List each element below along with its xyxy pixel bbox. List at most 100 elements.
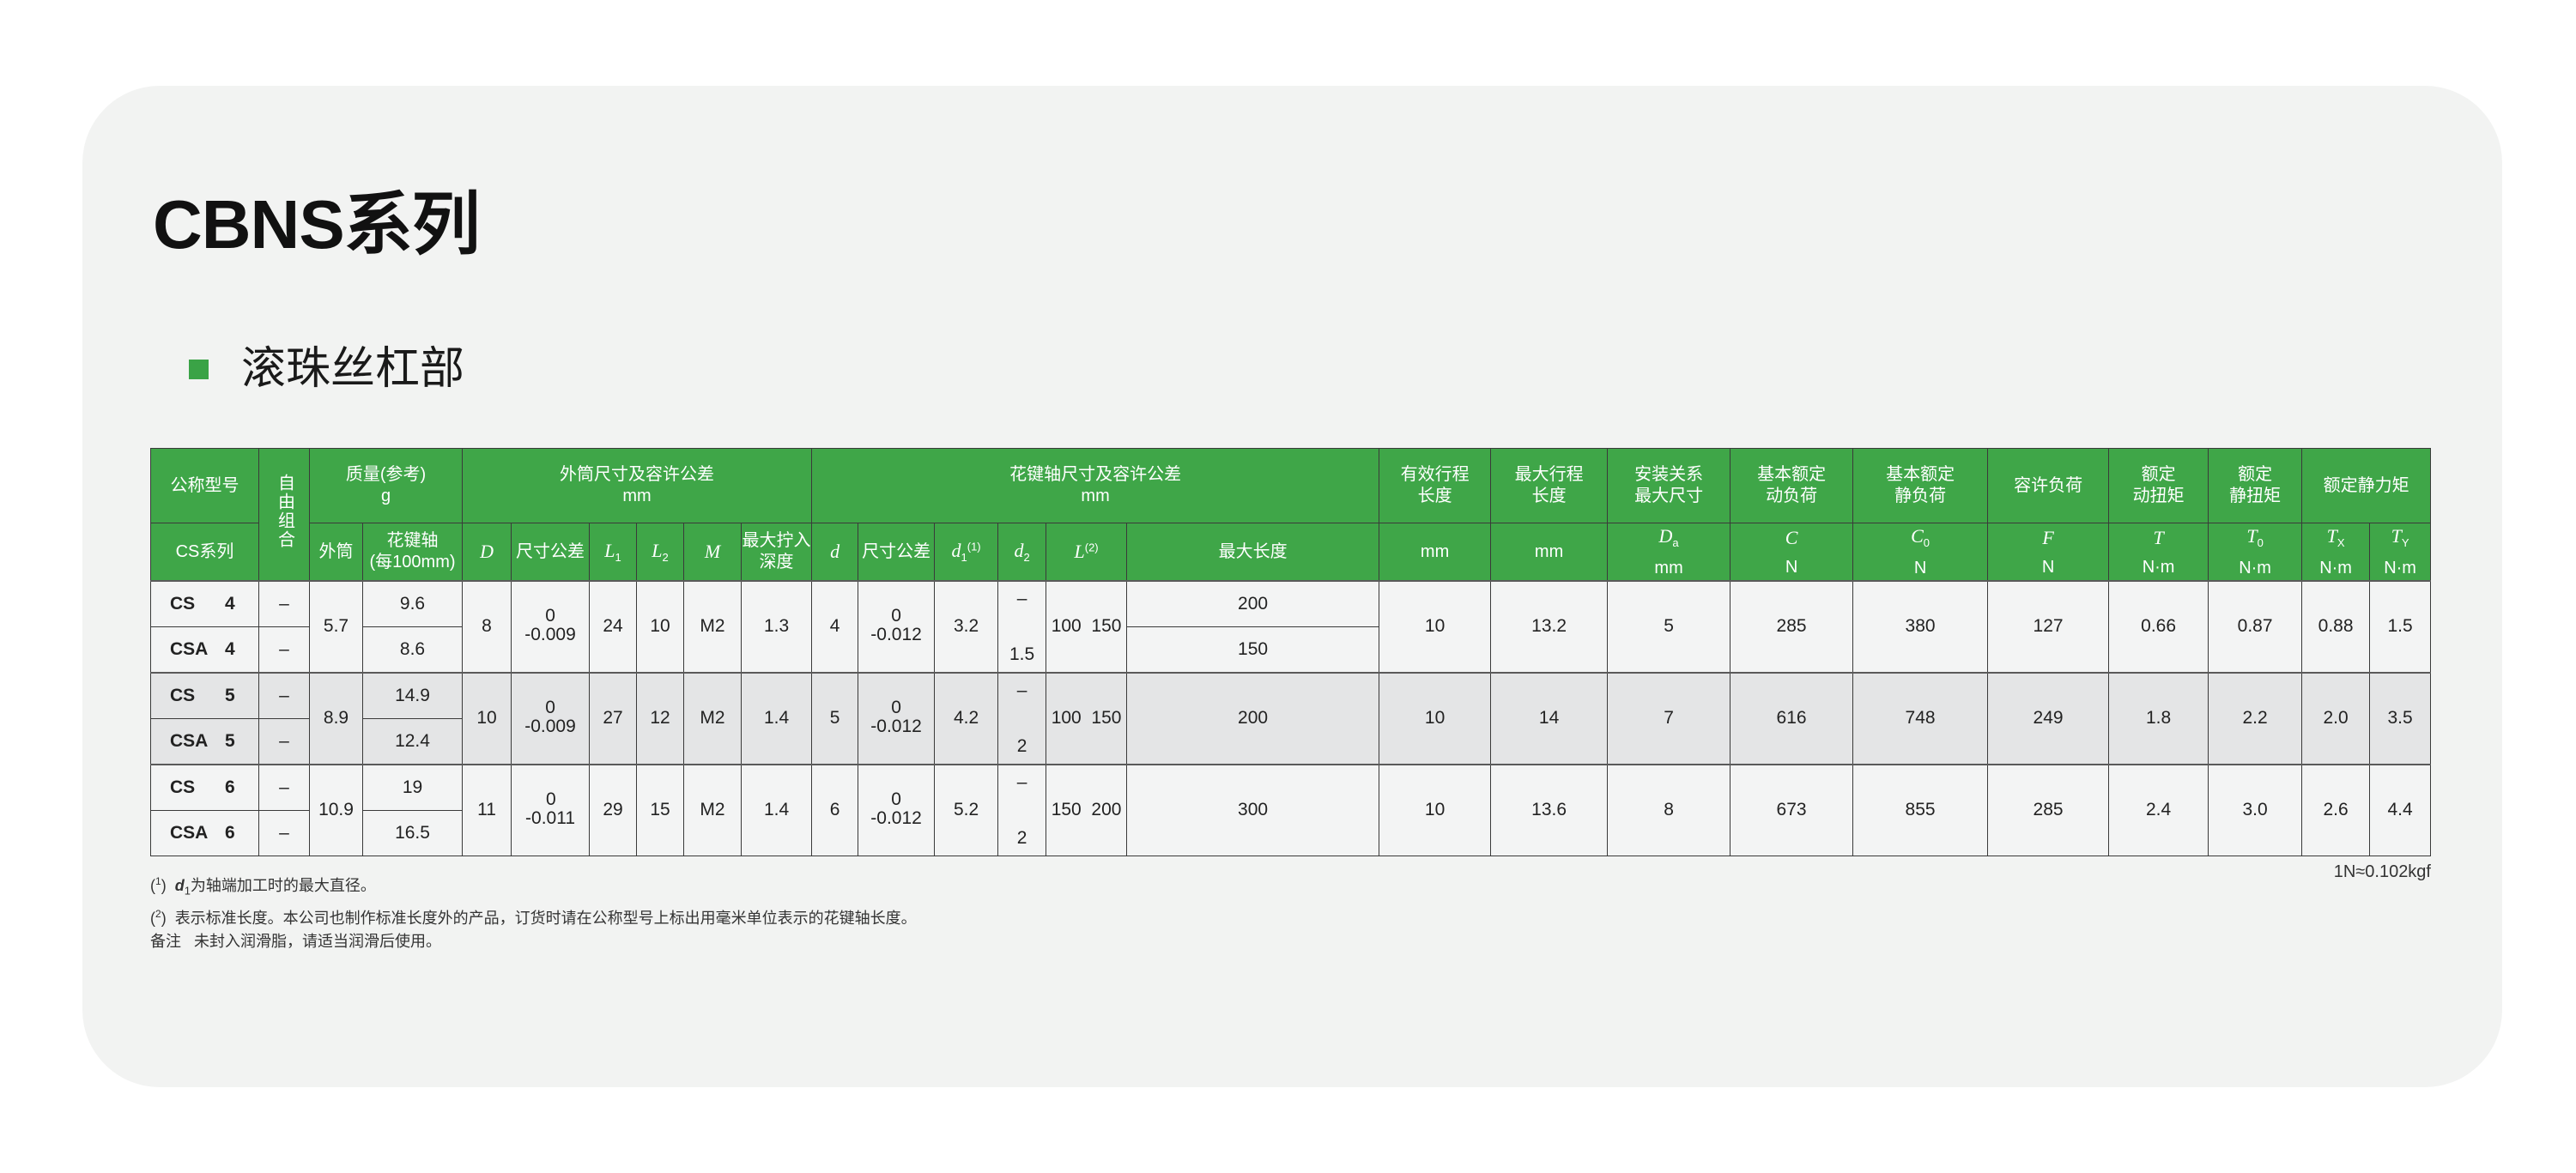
symbol-subscript: 1 [961,550,967,564]
effective-stroke: 10 [1379,580,1492,674]
size: 6 [225,777,235,797]
symbol: L [652,539,663,561]
mounting-Da: 7 [1607,672,1731,765]
model-cell: CSA 6 [150,810,259,856]
header-label: CS系列 [175,541,234,561]
header-label: 安装关系 [1634,465,1704,484]
header-symbol: Da [1608,524,1730,550]
D-tolerance: 0 -0.009 [511,580,591,674]
column-header: TY N·m [2369,523,2432,582]
column-group-header: 额定 动扭矩 [2108,448,2209,523]
header-label: g [380,487,391,505]
spline-mass: 16.5 [361,810,464,856]
symbol-subscript: 0 [1923,536,1930,550]
model-number: CSA 6 [151,822,258,844]
symbol: D [1658,525,1673,547]
model-cell: CSA 4 [150,626,259,674]
column-group-header: 花键轴尺寸及容许公差 mm [811,448,1380,523]
symbol: d [830,541,840,562]
column-header: d1(1) [934,523,999,582]
series: CSA [170,730,209,751]
static-moment-Tx: 2.0 [2301,672,2371,765]
column-header: T N·m [2108,523,2209,582]
dim-d1: 5.2 [934,764,999,856]
column-group-header: 容许负荷 [1987,448,2110,523]
section-heading: 滚珠丝杠部 [189,347,464,391]
spline-mass: 12.4 [361,718,464,765]
header-label: 静扭矩 [2229,487,2282,505]
max-length: 200 [1126,580,1380,627]
header-label: 动负荷 [1766,487,1818,505]
column-header: 花键轴 (每100mm) [361,523,464,582]
column-group-header: 公称型号 [150,448,259,523]
table-row: CS 6–10.9 19 11 0 -0.011 29 15 M2 1.4 6 0 -0.012 5.2–… [150,764,2432,856]
header-row-2: CS系列 外筒 花键轴 (每100mm) D 尺寸公差 L1 L2 M 最大拧入 深度 d 尺寸公差 d1… [150,523,2432,582]
table-row: CSA 4 – 8.6 150 [150,626,2431,674]
dynamic-torque-T: 2.4 [2108,764,2209,856]
header-label: 长度 [1417,487,1452,505]
spline-mass: 8.6 [361,626,464,674]
d2-values: –2 [998,771,1046,850]
outer-diameter-D: 10 [462,672,512,765]
header-label: 长度 [1531,487,1567,505]
tolerance-value: 0 -0.009 [524,607,576,644]
header-label: 最大长度 [1218,541,1288,561]
header-symbol: L2 [637,539,683,565]
tolerance-lower: -0.012 [870,716,922,737]
max-length: 300 [1126,764,1380,856]
d-tolerance: 0 -0.012 [858,580,936,674]
header-unit: N·m [2384,558,2416,577]
symbol-subscript: X [2337,536,2345,550]
column-group-header: 基本额定 动负荷 [1730,448,1854,523]
column-header: d [811,523,859,582]
tolerance-lower: -0.009 [524,625,576,645]
header-unit: mm [1654,558,1683,577]
symbol: T [2246,525,2258,547]
table-row: CS 5–8.9 14.9 10 0 -0.009 27 12 M2 1.4 5 0 -0.012 4.2… [150,672,2432,765]
model-number: CSA 5 [151,730,258,753]
free-combination: – [258,580,310,627]
tolerance-upper: 0 [545,606,555,626]
symbol: T [2153,526,2164,548]
column-group-header: 质量(参考) g [308,448,464,523]
header-label: 最大行程 [1514,465,1584,484]
static-moment-Tx: 0.88 [2301,580,2371,674]
allowable-load-F: 285 [1987,764,2110,856]
header-row-1: 公称型号 自由组合 质量(参考) g 外筒尺寸及容许公差 mm 花键轴尺寸及容许公差 mm 有效… [150,448,2432,582]
header-label: mm [1420,541,1450,561]
column-group-header: 额定静力矩 [2301,448,2432,523]
static-torque-T0: 3.0 [2208,764,2303,856]
d2-top: – [1016,771,1027,792]
standard-length-L: 150 200 [1046,764,1128,856]
unit-conversion-note: 1N≈0.102kgf [2333,862,2431,881]
header-symbol: D [463,540,511,564]
column-header: TX N·m [2301,523,2371,582]
dim-d2: –2 [997,764,1047,856]
outer-mass: 8.9 [309,672,363,765]
header-label: 额定 [2238,465,2273,484]
column-header: L1 [589,523,638,582]
dim-L2: 12 [636,672,685,765]
free-combination: – [258,810,310,856]
dim-L2: 15 [636,764,685,856]
tolerance-value: 0 -0.012 [870,607,922,644]
section-title: 滚珠丝杠部 [241,344,465,394]
header-symbol: d1(1) [935,539,997,565]
header-unit: N [2041,557,2055,577]
symbol: D [480,541,494,562]
size: 4 [225,593,235,614]
header-symbol: L1 [590,539,636,565]
header-symbol: T0 [2209,524,2301,550]
column-header: 最大长度 [1126,523,1380,582]
header-label: 静负荷 [1894,487,1947,505]
symbol: d [1014,539,1024,561]
column-group-header: 基本额定 静负荷 [1852,448,1989,523]
model-cell: CS 5 [150,672,259,719]
size: 5 [225,685,235,705]
header-symbol: T [2109,526,2208,550]
dynamic-load-C: 285 [1730,580,1854,674]
column-header: T0 N·m [2208,523,2303,582]
column-header: 尺寸公差 [858,523,936,582]
footnote-2: (2) 表示标准长度。本公司也制作标准长度外的产品，订货时请在公称型号上标出用毫… [150,907,917,927]
